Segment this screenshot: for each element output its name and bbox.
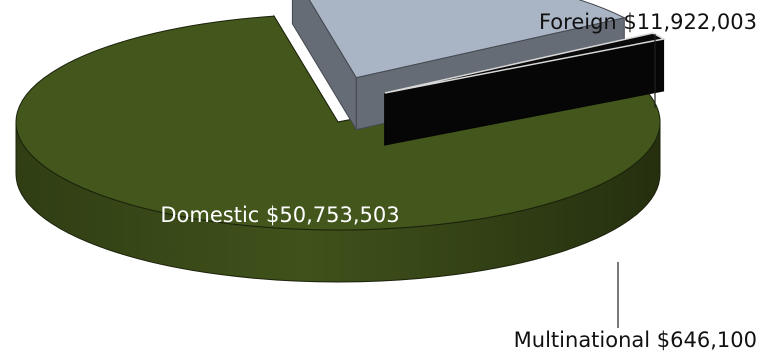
slice-label-domestic: Domestic $50,753,503: [160, 203, 399, 227]
slice-label-foreign: Foreign $11,922,003: [539, 10, 757, 34]
pie-slice-top: [308, 0, 626, 79]
slice-label-multinational: Multinational $646,100: [514, 328, 757, 352]
pie-slice-top: [384, 32, 666, 94]
pie-slice-top: [15, 15, 661, 231]
pie-slice-multinational: [384, 32, 666, 146]
